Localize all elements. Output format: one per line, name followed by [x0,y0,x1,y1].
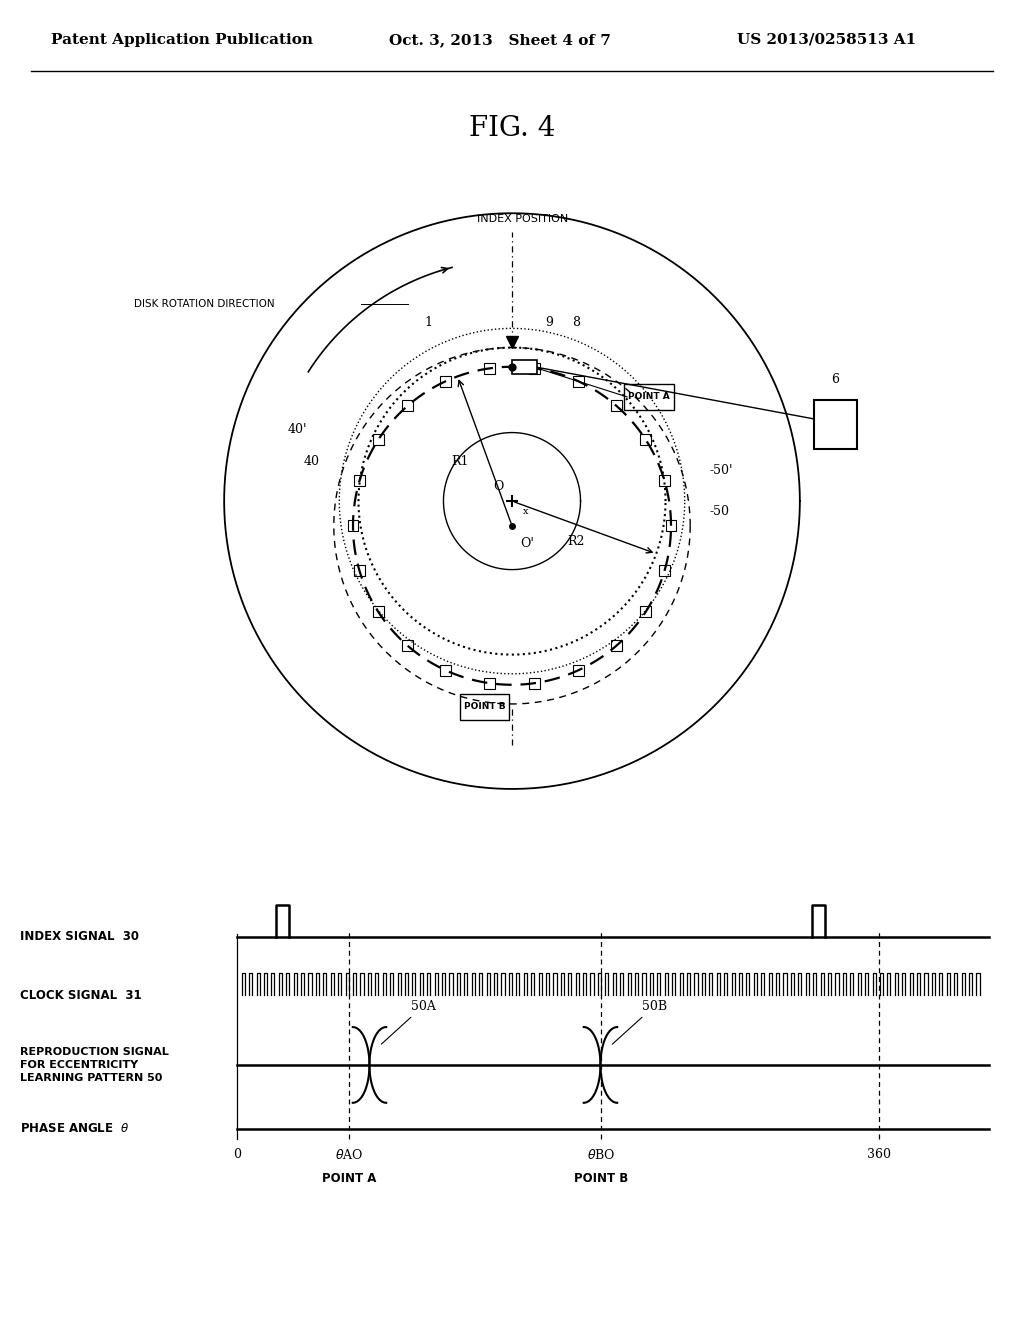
Bar [529,677,540,689]
Bar [347,520,358,531]
Text: 50A: 50A [381,999,435,1044]
Text: US 2013/0258513 A1: US 2013/0258513 A1 [737,33,916,48]
Text: x: x [523,507,528,516]
Bar [402,400,414,411]
Bar [659,565,670,576]
Bar [814,400,857,449]
Text: -50': -50' [710,463,733,477]
Text: Patent Application Publication: Patent Application Publication [51,33,313,48]
Text: 9: 9 [545,315,553,329]
Bar [512,360,537,374]
Text: INDEX SIGNAL  30: INDEX SIGNAL 30 [20,931,139,944]
Text: 1: 1 [424,315,432,329]
Bar [373,606,384,618]
Bar [484,363,495,374]
Bar [440,376,452,387]
Bar [440,665,452,676]
Text: PHASE ANGLE  $\theta$: PHASE ANGLE $\theta$ [20,1122,130,1135]
Text: 6: 6 [831,374,840,387]
Bar [610,640,622,652]
Bar [572,376,584,387]
Text: 8: 8 [572,315,581,329]
Text: 50B: 50B [612,999,667,1044]
Text: POINT B: POINT B [574,1172,629,1185]
Bar [666,520,677,531]
Bar [402,640,414,652]
Text: INDEX POSITION: INDEX POSITION [477,214,568,224]
Text: 40': 40' [287,422,307,436]
Text: Oct. 3, 2013   Sheet 4 of 7: Oct. 3, 2013 Sheet 4 of 7 [389,33,611,48]
Bar [640,434,651,445]
Text: R1: R1 [452,455,469,469]
Bar [354,565,365,576]
Text: FIG. 4: FIG. 4 [469,115,555,143]
Text: $\theta$BO: $\theta$BO [587,1147,615,1162]
FancyBboxPatch shape [460,694,509,719]
Text: DISK ROTATION DIRECTION: DISK ROTATION DIRECTION [134,298,274,309]
Bar [610,400,622,411]
Text: -50: -50 [710,504,729,517]
Text: CLOCK SIGNAL  31: CLOCK SIGNAL 31 [20,989,142,1002]
Text: R2: R2 [567,535,585,548]
Bar [640,606,651,618]
Bar [572,665,584,676]
Text: O: O [494,480,504,492]
Text: POINT B: POINT B [464,702,506,711]
Text: POINT A: POINT A [323,1172,377,1185]
Text: 360: 360 [867,1147,891,1160]
Text: 0: 0 [232,1147,241,1160]
Bar [373,434,384,445]
Text: $\theta$AO: $\theta$AO [335,1147,364,1162]
Text: O': O' [520,537,535,549]
Text: 40: 40 [304,455,319,469]
Text: POINT A: POINT A [628,392,670,401]
Bar [484,677,495,689]
Bar [354,475,365,487]
FancyBboxPatch shape [625,384,674,411]
Bar [529,363,540,374]
Bar [659,475,670,487]
Text: REPRODUCTION SIGNAL
FOR ECCENTRICITY
LEARNING PATTERN 50: REPRODUCTION SIGNAL FOR ECCENTRICITY LEA… [20,1047,169,1084]
